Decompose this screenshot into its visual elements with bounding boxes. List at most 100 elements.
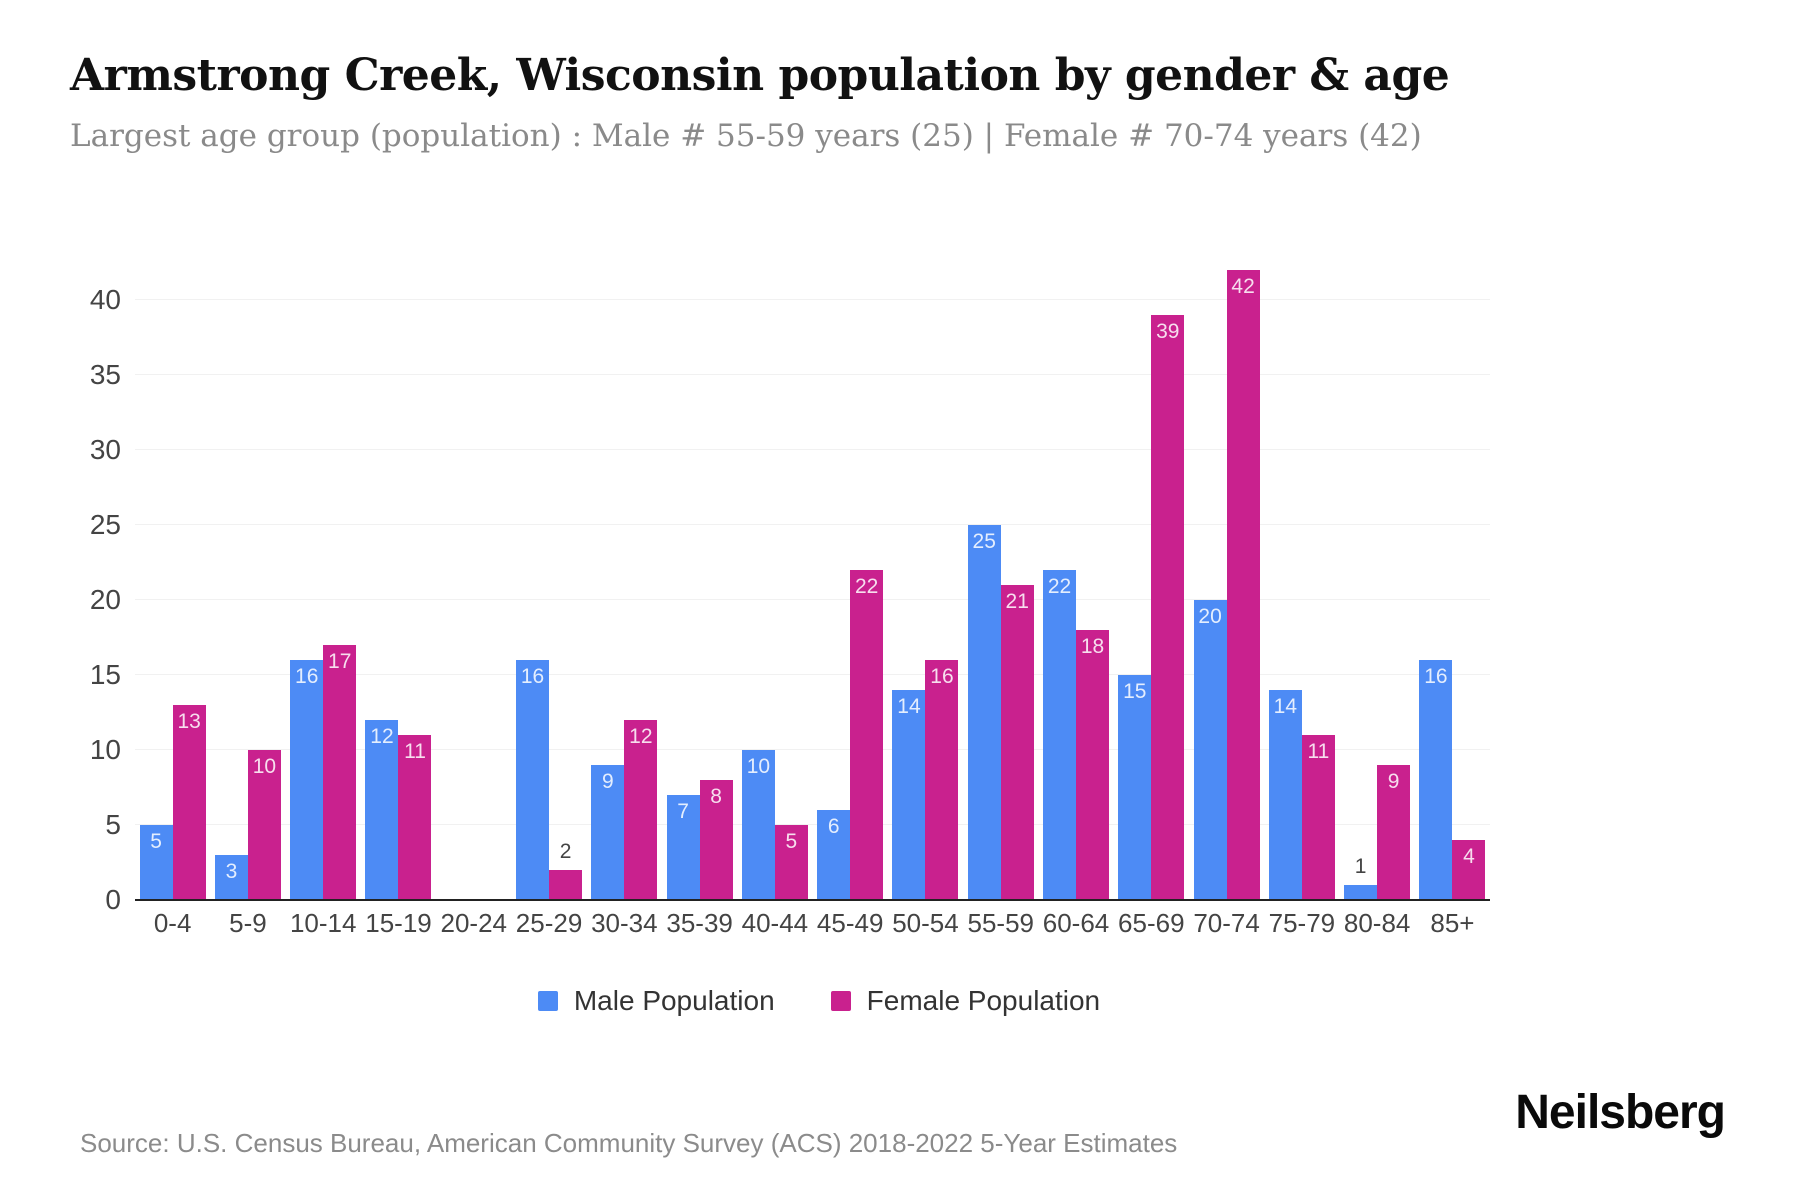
bar-female-30-34[interactable]: 12: [624, 720, 658, 900]
bar-value-label: 22: [854, 575, 879, 598]
bar-male-65-69[interactable]: 15: [1118, 675, 1152, 900]
bar-female-10-14[interactable]: 17: [323, 645, 357, 900]
bar-group-10-14: 16 17: [286, 255, 361, 900]
bar-value-label: 8: [710, 785, 722, 808]
bar-male-5-9[interactable]: 3: [214, 855, 248, 900]
bar-value-label: 2: [559, 840, 572, 863]
bar-group-5-9: 3 10: [210, 255, 285, 900]
y-tick-label: 25: [89, 509, 121, 540]
male-legend-label: Male Population: [573, 985, 775, 1016]
x-tick-label: 10-14: [289, 908, 357, 938]
bar-value-label: 25: [972, 530, 996, 553]
female-legend-swatch: [830, 991, 851, 1011]
bar-male-60-64[interactable]: 22: [1043, 570, 1077, 900]
y-tick-label: 10: [89, 734, 121, 765]
bar-male-85+[interactable]: 16: [1419, 660, 1453, 900]
bar-female-75-79[interactable]: 11: [1301, 735, 1335, 900]
x-tick-label: 70-74: [1193, 908, 1260, 938]
bar-male-70-74[interactable]: 20: [1193, 600, 1227, 900]
legend-item-male[interactable]: Male Population: [537, 985, 775, 1017]
legend-item-female[interactable]: Female Population: [830, 985, 1101, 1017]
bar-value-label: 5: [150, 830, 162, 853]
bar-value-label: 9: [601, 770, 614, 793]
bar-value-label: 10: [252, 755, 277, 778]
bar-female-45-49[interactable]: 22: [850, 570, 884, 900]
bar-male-30-34[interactable]: 9: [591, 765, 625, 900]
y-tick-label: 40: [89, 284, 121, 315]
male-legend-swatch: [537, 991, 558, 1011]
bar-female-55-59[interactable]: 21: [1000, 585, 1034, 900]
bar-female-35-39[interactable]: 8: [699, 780, 733, 900]
x-tick-label: 40-44: [741, 908, 809, 938]
gridline: [135, 824, 1490, 825]
bar-value-label: 14: [897, 695, 921, 718]
gridline: [135, 674, 1490, 675]
bar-male-55-59[interactable]: 25: [967, 525, 1001, 900]
bar-male-75-79[interactable]: 14: [1268, 690, 1302, 900]
y-tick-label: 5: [105, 809, 121, 840]
bar-male-15-19[interactable]: 12: [365, 720, 399, 900]
bar-female-70-74[interactable]: 42: [1226, 270, 1260, 900]
bar-male-10-14[interactable]: 16: [290, 660, 324, 900]
bar-value-label: 16: [1424, 665, 1448, 688]
x-tick-label: 20-24: [440, 908, 508, 938]
page-title: Armstrong Creek, Wisconsin population by…: [70, 50, 1450, 101]
bar-female-60-64[interactable]: 18: [1076, 630, 1110, 900]
bar-female-15-19[interactable]: 11: [398, 735, 432, 900]
x-tick-label: 65-69: [1118, 908, 1185, 938]
bar-group-60-64: 22 18: [1038, 255, 1113, 900]
bar-value-label: 4: [1463, 845, 1475, 868]
bar-female-25-29[interactable]: 2: [549, 840, 583, 900]
gridline: [135, 599, 1490, 600]
bar-value-label: 22: [1047, 575, 1072, 598]
gridline: [135, 299, 1490, 300]
bar-group-15-19: 12 11: [361, 255, 436, 900]
bar-value-label: 9: [1387, 770, 1400, 793]
bar-female-0-4[interactable]: 13: [172, 705, 206, 900]
bar-value-label: 11: [1307, 740, 1330, 763]
bar-male-45-49[interactable]: 6: [817, 810, 851, 900]
bar-male-80-84[interactable]: 1: [1344, 855, 1378, 900]
bar-value-label: 17: [328, 650, 352, 673]
bar-value-label: 16: [930, 665, 954, 688]
bar-female-65-69[interactable]: 39: [1151, 315, 1185, 900]
x-tick-label: 45-49: [816, 908, 884, 938]
x-tick-label: 75-79: [1268, 908, 1336, 938]
bar-male-35-39[interactable]: 7: [666, 795, 700, 900]
bar-group-0-4: 5 13: [135, 255, 210, 900]
bar-female-85+[interactable]: 4: [1452, 840, 1486, 900]
bar-value-label: 11: [404, 740, 426, 763]
bar-female-40-44[interactable]: 5: [774, 825, 808, 900]
chart-area: 0 5 10 15 20 25 30 35 40 5 13 3 10 16 17 12 11 16 2 9 12 7 8 1…: [70, 255, 1490, 915]
x-tick-label: 25-29: [515, 908, 583, 938]
y-tick-label: 20: [89, 584, 121, 615]
bar-group-65-69: 15 39: [1114, 255, 1189, 900]
bar-group-40-44: 10 5: [737, 255, 812, 900]
x-tick-label: 0-4: [153, 908, 192, 938]
bar-male-40-44[interactable]: 10: [741, 750, 775, 900]
bar-group-85+: 16 4: [1415, 255, 1490, 900]
x-tick-label: 85+: [1430, 908, 1475, 938]
bar-female-80-84[interactable]: 9: [1377, 765, 1411, 900]
y-axis: 0 5 10 15 20 25 30 35 40: [70, 255, 135, 915]
female-legend-label: Female Population: [866, 985, 1101, 1016]
bar-group-70-74: 20 42: [1189, 255, 1264, 900]
x-tick-label: 35-39: [666, 908, 733, 938]
y-tick-label: 30: [89, 434, 121, 465]
bar-value-label: 13: [177, 710, 201, 733]
bar-value-label: 10: [746, 755, 771, 778]
bar-group-25-29: 16 2: [511, 255, 586, 900]
bar-female-5-9[interactable]: 10: [247, 750, 281, 900]
bar-female-50-54[interactable]: 16: [925, 660, 959, 900]
bar-group-20-24: [436, 255, 511, 900]
bar-value-label: 18: [1080, 635, 1105, 658]
bar-value-label: 14: [1273, 695, 1298, 718]
bar-group-55-59: 25 21: [963, 255, 1038, 900]
bar-male-25-29[interactable]: 16: [516, 660, 550, 900]
bar-value-label: 6: [827, 815, 840, 838]
bar-male-0-4[interactable]: 5: [139, 825, 173, 900]
bar-value-label: 16: [295, 665, 319, 688]
bar-male-50-54[interactable]: 14: [892, 690, 926, 900]
